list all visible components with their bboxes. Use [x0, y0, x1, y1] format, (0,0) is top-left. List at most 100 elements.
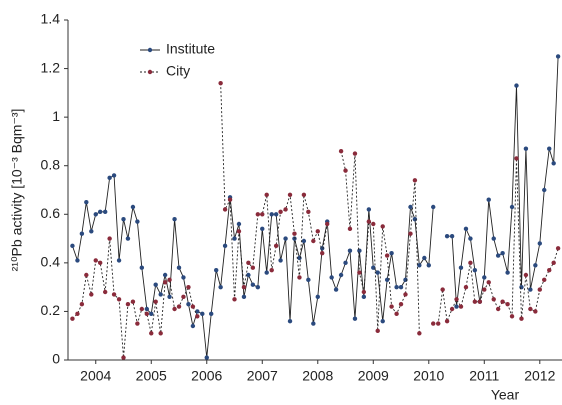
- data-point: [246, 260, 251, 266]
- data-point: [444, 318, 450, 324]
- data-point: [162, 272, 168, 278]
- data-point: [555, 54, 561, 59]
- y-tick-label: 0.2: [41, 302, 61, 318]
- data-point: [227, 197, 233, 202]
- data-point: [394, 284, 399, 290]
- data-point: [408, 204, 413, 210]
- data-point: [149, 331, 154, 336]
- x-tick-label: 2005: [136, 368, 167, 384]
- data-point: [329, 275, 334, 280]
- data-point: [200, 311, 205, 317]
- data-point: [338, 148, 344, 154]
- legend-label: City: [166, 63, 190, 79]
- data-point: [352, 316, 358, 321]
- data-point: [537, 241, 542, 246]
- data-point: [97, 209, 103, 215]
- data-point: [135, 219, 140, 224]
- data-point: [125, 236, 131, 241]
- data-point: [204, 355, 209, 360]
- data-point: [158, 292, 163, 297]
- data-point: [366, 207, 372, 212]
- data-point: [417, 331, 422, 336]
- data-point: [555, 246, 561, 251]
- x-tick-label: 2009: [358, 368, 389, 384]
- data-point: [436, 321, 441, 326]
- data-point: [384, 277, 390, 283]
- data-point: [209, 311, 214, 317]
- data-point: [371, 265, 376, 270]
- data-point: [301, 238, 307, 244]
- data-point: [315, 294, 320, 300]
- data-point: [398, 301, 404, 307]
- data-point: [167, 277, 172, 283]
- data-point: [519, 316, 524, 321]
- data-point: [79, 231, 85, 236]
- data-point: [366, 219, 372, 224]
- data-point: [111, 292, 117, 297]
- data-point: [347, 226, 353, 232]
- data-point: [431, 204, 436, 210]
- data-point: [144, 306, 150, 312]
- data-point: [84, 272, 89, 278]
- x-tick-label: 2011: [469, 368, 499, 384]
- data-point: [93, 258, 98, 263]
- data-point: [449, 306, 455, 312]
- data-point: [519, 284, 524, 290]
- data-point: [361, 294, 367, 300]
- data-point: [144, 311, 150, 317]
- data-point: [463, 284, 469, 290]
- data-point: [273, 243, 279, 249]
- data-point: [398, 284, 404, 290]
- data-point: [116, 297, 122, 302]
- data-point: [454, 297, 459, 302]
- data-point: [260, 226, 265, 232]
- data-point: [380, 318, 385, 324]
- data-point: [375, 270, 380, 275]
- y-tick-label: 0: [52, 351, 60, 367]
- data-point: [70, 243, 75, 249]
- data-point: [255, 284, 261, 290]
- data-point: [500, 250, 505, 256]
- data-point: [162, 280, 168, 285]
- data-point: [431, 321, 436, 326]
- data-point: [195, 314, 200, 319]
- data-point: [186, 284, 191, 290]
- data-point: [495, 306, 501, 312]
- data-point: [250, 265, 256, 270]
- data-point: [458, 265, 464, 270]
- data-point: [186, 301, 191, 307]
- data-point: [509, 204, 515, 210]
- data-point: [486, 197, 491, 202]
- data-point: [514, 156, 519, 161]
- data-point: [107, 236, 112, 241]
- data-point: [222, 207, 228, 212]
- data-point: [89, 229, 94, 234]
- data-point: [533, 263, 538, 268]
- data-point: [495, 253, 501, 258]
- data-point: [361, 289, 367, 295]
- data-point: [523, 272, 529, 278]
- legend-marker: [147, 69, 153, 75]
- data-point: [297, 275, 302, 280]
- data-point: [472, 267, 478, 273]
- x-tick-label: 2006: [191, 368, 222, 384]
- data-point: [79, 301, 85, 307]
- legend-marker: [147, 47, 153, 53]
- data-point: [75, 311, 80, 317]
- data-point: [389, 250, 394, 256]
- data-point: [190, 323, 196, 329]
- data-point: [181, 294, 186, 300]
- data-point: [236, 221, 242, 227]
- data-point: [357, 270, 362, 275]
- data-point: [176, 304, 182, 309]
- data-point: [514, 83, 519, 88]
- y-tick-label: 0.6: [41, 205, 61, 221]
- data-point: [278, 258, 283, 263]
- data-point: [371, 221, 376, 227]
- data-point: [306, 277, 311, 283]
- data-point: [375, 328, 380, 334]
- y-tick-label: 0.8: [41, 156, 61, 172]
- data-point: [278, 209, 283, 215]
- x-tick-label: 2007: [247, 368, 278, 384]
- data-point: [426, 263, 431, 268]
